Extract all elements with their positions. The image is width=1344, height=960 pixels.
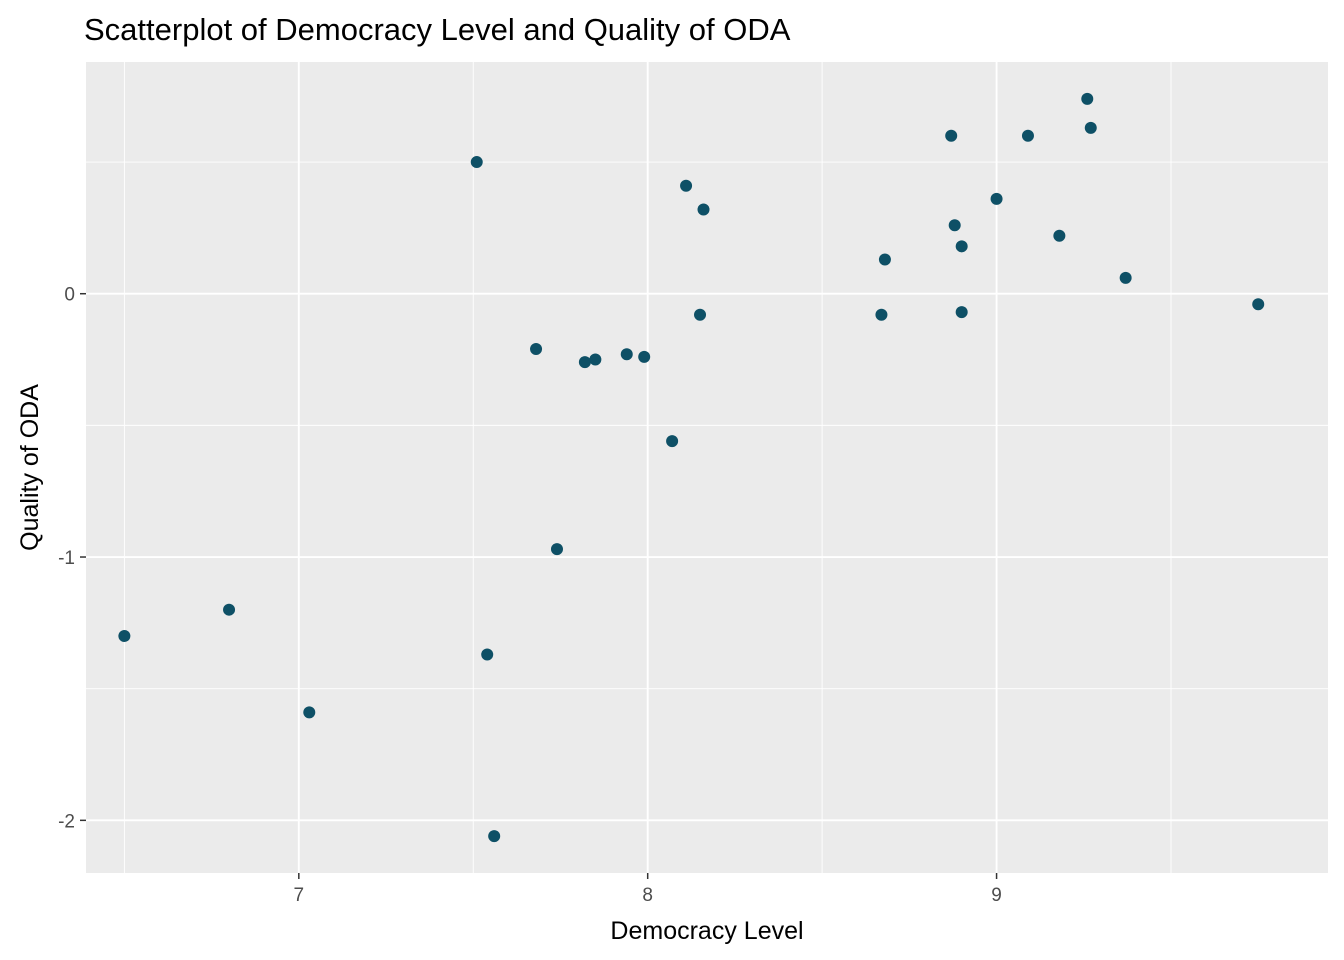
data-point xyxy=(488,830,501,843)
data-point xyxy=(955,306,968,319)
y-tick-label: 0 xyxy=(64,285,75,306)
x-tick-label: 7 xyxy=(294,885,305,906)
data-point xyxy=(638,350,651,363)
data-point xyxy=(1053,229,1066,242)
data-point xyxy=(945,129,958,142)
data-point xyxy=(1021,129,1034,142)
data-point xyxy=(550,543,563,556)
data-point xyxy=(948,219,961,232)
grid-lines xyxy=(86,62,1328,873)
data-point xyxy=(223,603,236,616)
y-axis: -2 -1 0 xyxy=(58,285,86,832)
x-tick-label: 8 xyxy=(642,885,653,906)
data-point xyxy=(470,156,483,169)
data-point xyxy=(578,356,591,369)
data-point xyxy=(1081,92,1094,105)
x-axis-title: Democracy Level xyxy=(610,917,803,945)
data-point xyxy=(1252,298,1265,311)
data-point xyxy=(481,648,494,661)
x-tick-label: 9 xyxy=(991,885,1002,906)
data-point xyxy=(694,308,707,321)
plot-panel xyxy=(86,62,1328,873)
y-tick-label: -2 xyxy=(58,811,75,832)
data-point xyxy=(1119,271,1132,284)
y-axis-title: Quality of ODA xyxy=(16,384,44,551)
data-point xyxy=(878,253,891,266)
data-point xyxy=(697,203,710,216)
data-point xyxy=(530,343,543,356)
data-point xyxy=(1084,121,1097,134)
data-point xyxy=(666,435,679,448)
data-point xyxy=(303,706,316,719)
data-point xyxy=(118,630,131,643)
data-point xyxy=(990,192,1003,205)
data-point xyxy=(875,308,888,321)
x-axis: 7 8 9 xyxy=(294,873,1002,906)
y-tick-label: -1 xyxy=(58,548,75,569)
data-point xyxy=(955,240,968,253)
data-point xyxy=(620,348,633,361)
data-points xyxy=(118,92,1265,843)
data-point xyxy=(589,353,602,366)
data-point xyxy=(680,179,693,192)
chart-title: Scatterplot of Democracy Level and Quali… xyxy=(84,12,791,47)
